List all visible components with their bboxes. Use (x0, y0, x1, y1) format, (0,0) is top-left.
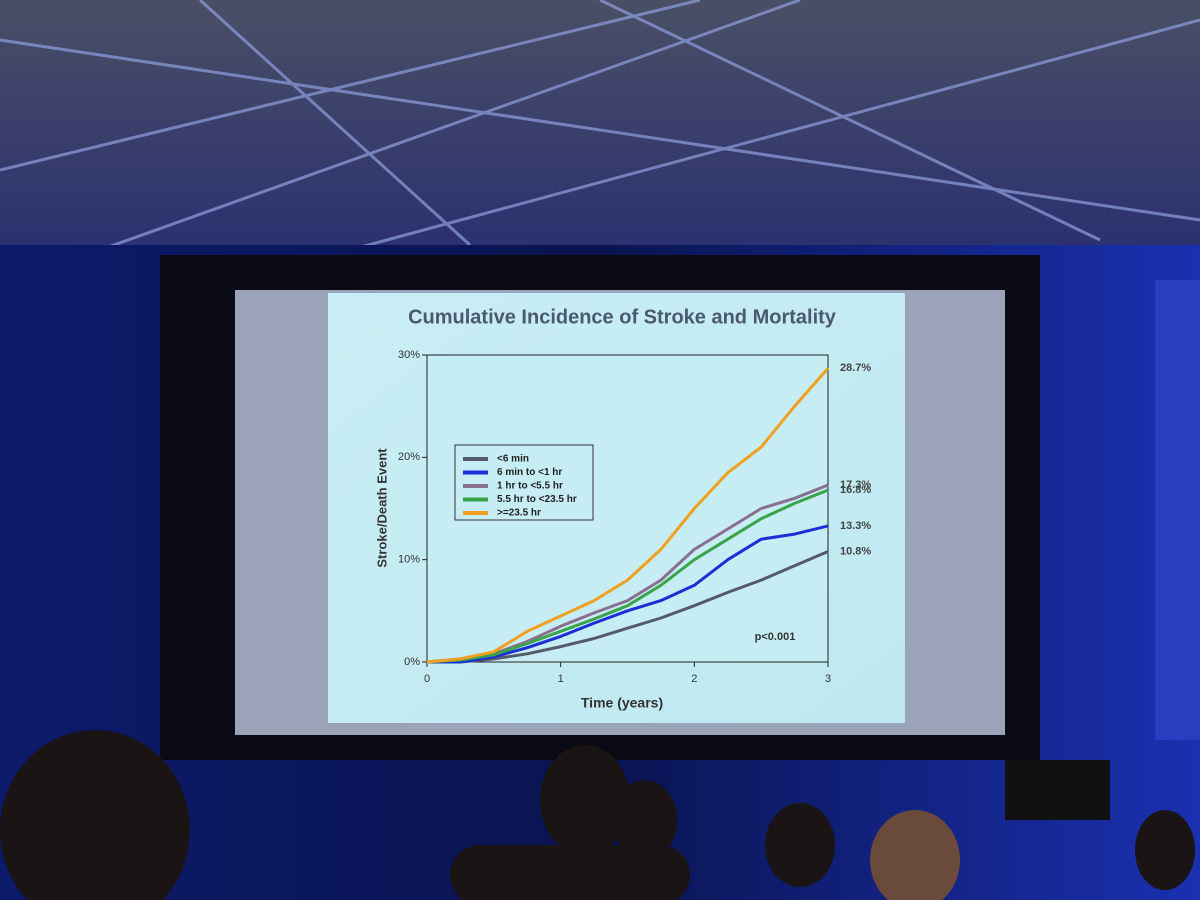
series-line (426, 367, 830, 664)
end-label: 16.8% (840, 484, 871, 496)
legend-label: 1 hr to <5.5 hr (497, 481, 563, 492)
x-tick-label: 0 (424, 673, 430, 685)
x-axis-label: Time (years) (581, 695, 663, 711)
series-line (426, 488, 829, 664)
annotation: p<0.001 (755, 631, 796, 643)
legend-label: >=23.5 hr (497, 508, 541, 519)
x-tick-label: 1 (558, 673, 564, 685)
y-tick-label: 10% (398, 554, 420, 566)
legend-label: <6 min (497, 454, 529, 465)
end-label: 13.3% (840, 520, 871, 532)
legend-label: 6 min to <1 hr (497, 467, 562, 478)
ceiling-grid (0, 0, 1200, 252)
y-tick-label: 20% (398, 451, 420, 463)
legend-label: 5.5 hr to <23.5 hr (497, 494, 577, 505)
y-axis-label: Stroke/Death Event (374, 448, 389, 568)
x-tick-label: 2 (691, 673, 697, 685)
x-tick-label: 3 (825, 673, 831, 685)
series-line (427, 524, 829, 664)
end-label: 10.8% (840, 545, 871, 557)
end-label: 28.7% (840, 362, 871, 374)
chart-title: Cumulative Incidence of Stroke and Morta… (408, 306, 837, 328)
series-line (427, 550, 829, 664)
end-label: 17.3% (840, 479, 871, 491)
side-screen (1155, 280, 1200, 740)
audience (0, 730, 1195, 900)
y-tick-label: 30% (398, 349, 420, 361)
y-tick-label: 0% (404, 656, 420, 668)
